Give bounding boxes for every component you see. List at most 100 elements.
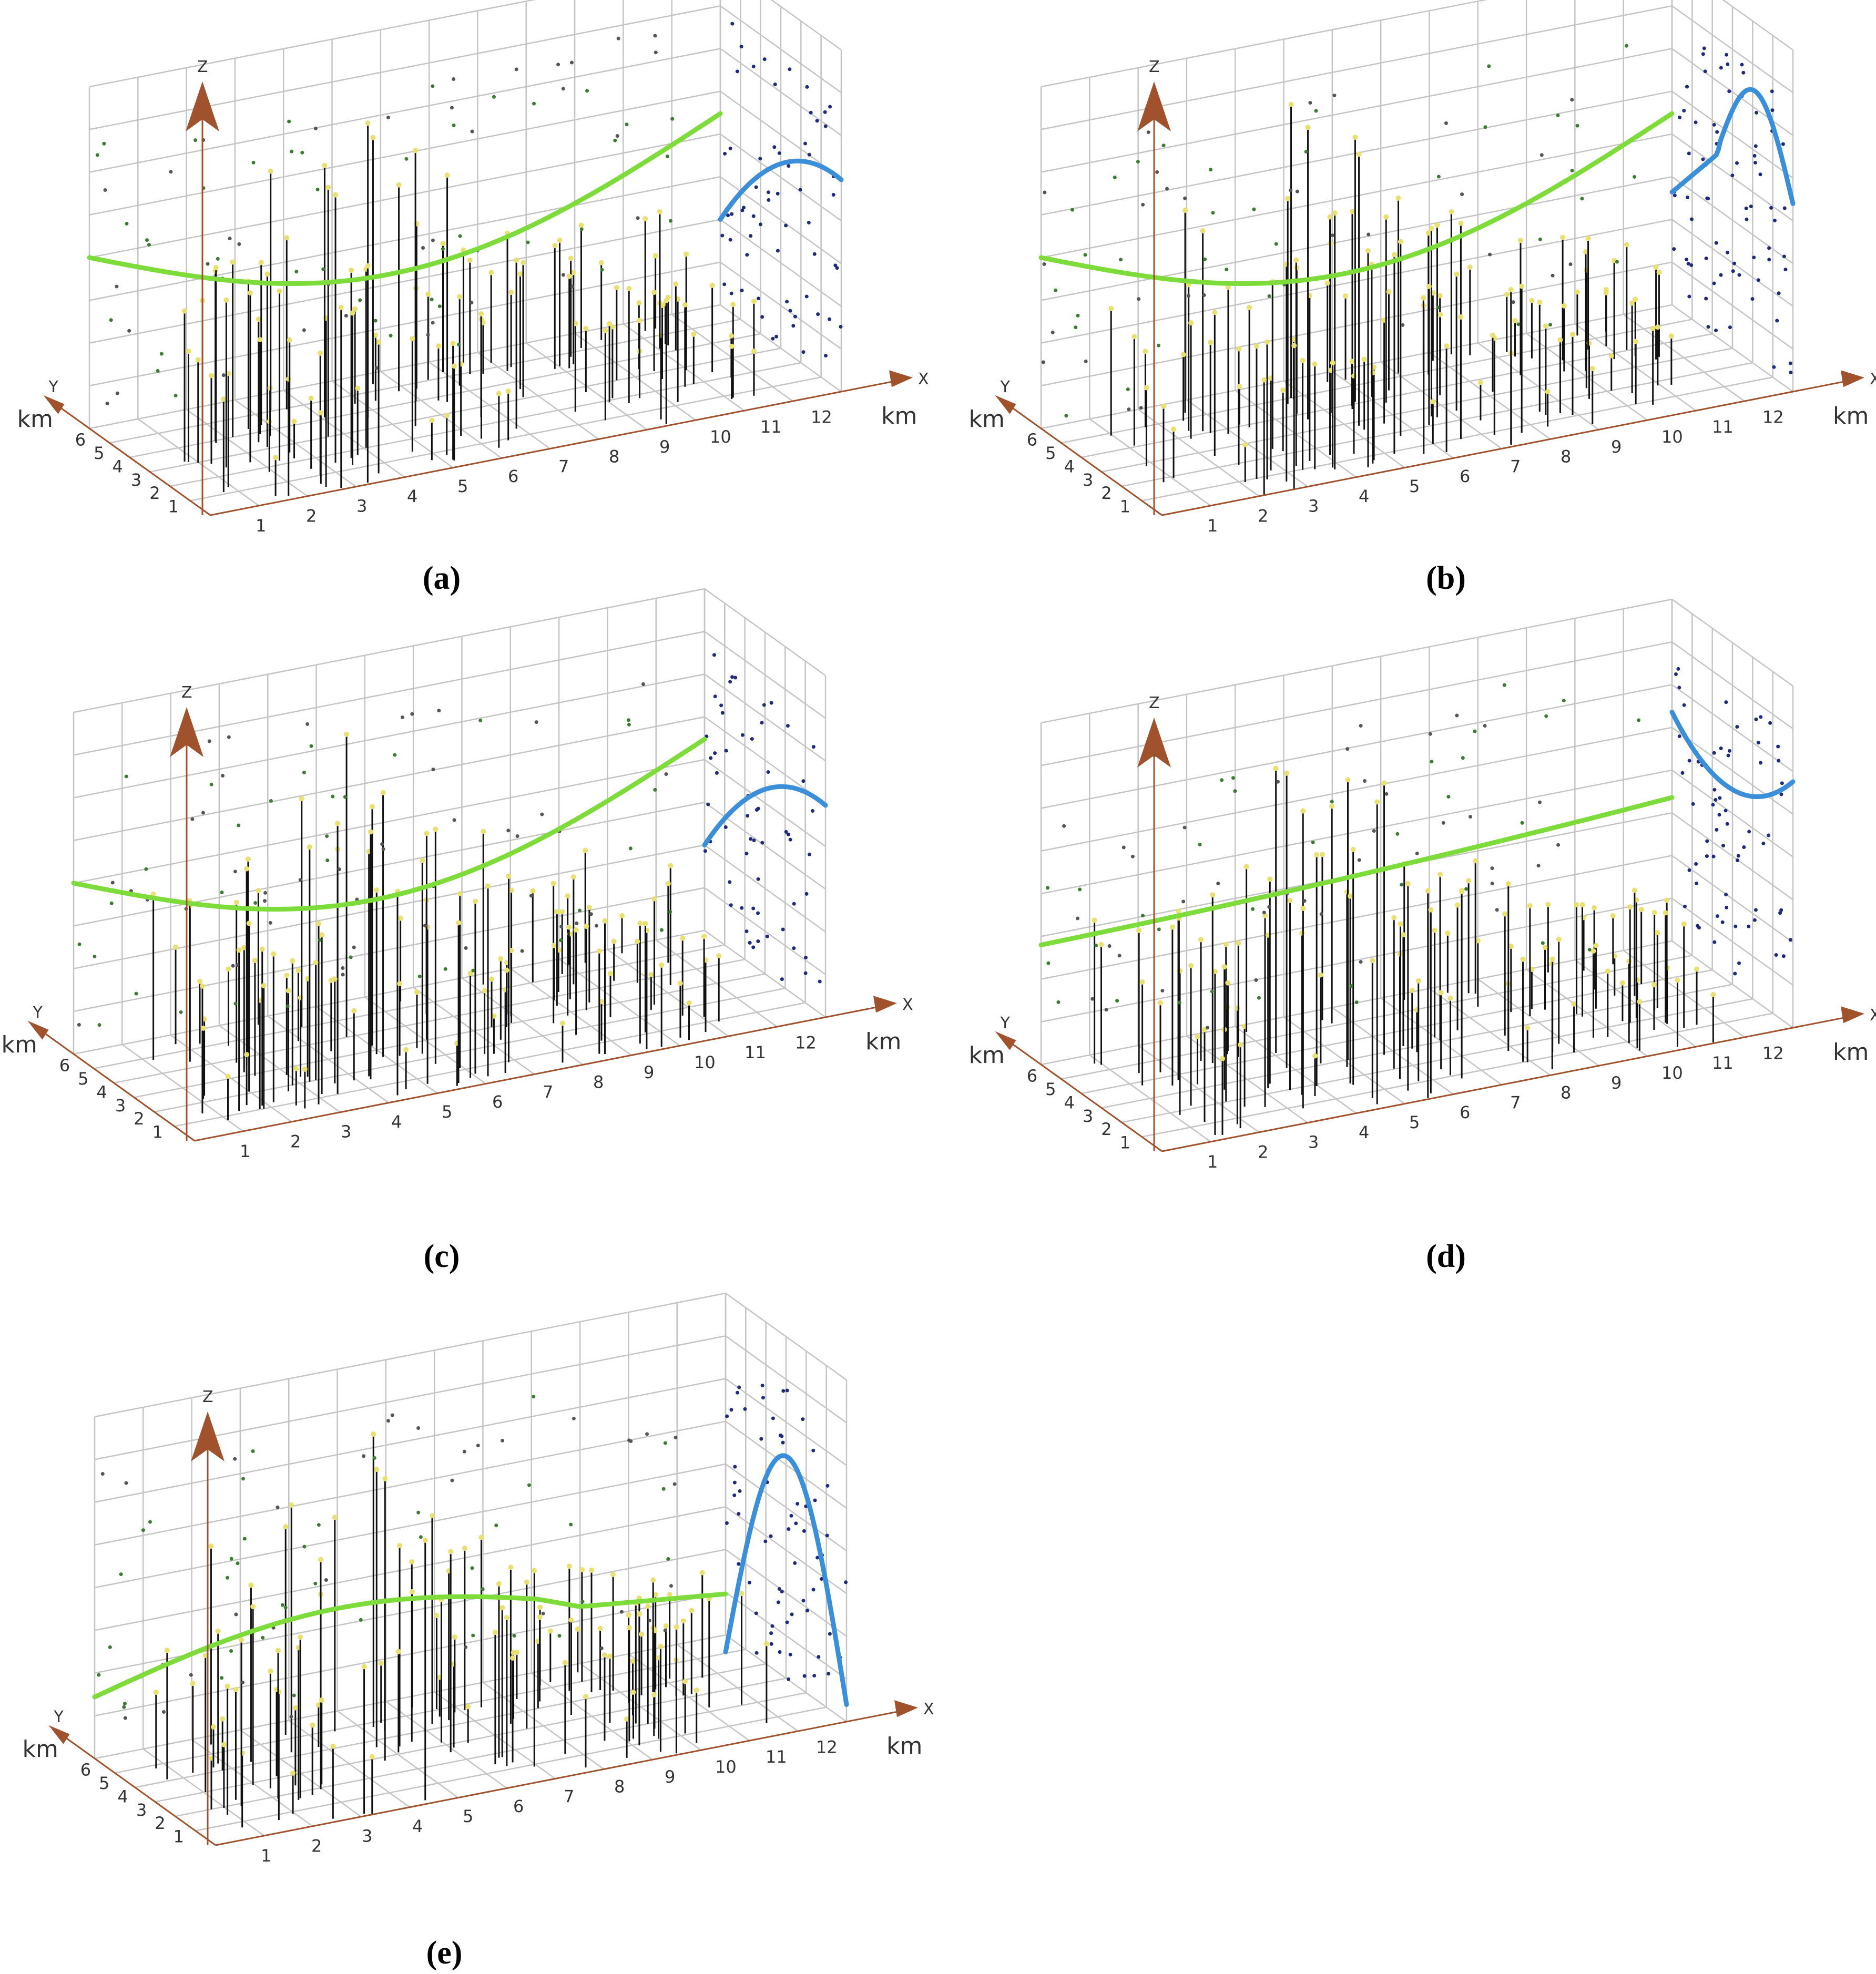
scatter-point: [769, 1631, 773, 1635]
scatter-point: [726, 213, 730, 218]
scatter-point: [755, 1651, 759, 1655]
wellhead-point: [1527, 903, 1533, 908]
scatter-point: [1165, 187, 1169, 191]
scatter-point: [1054, 288, 1058, 292]
wellhead-point: [1293, 257, 1299, 263]
scatter-point: [1737, 961, 1741, 965]
scatter-point: [1177, 1000, 1181, 1005]
scatter-points: [97, 1384, 848, 1720]
scatter-point: [374, 366, 379, 370]
scatter-point: [1685, 258, 1689, 262]
wellhead-point: [208, 373, 214, 379]
wellhead-point: [1330, 360, 1335, 366]
wellhead-point: [315, 1702, 321, 1708]
scatter-point: [669, 1584, 673, 1588]
scatter-point: [1455, 713, 1459, 718]
scatter-point: [179, 1010, 183, 1014]
scatter-point: [1714, 329, 1718, 333]
scatter-point: [77, 1022, 81, 1027]
scatter-point: [77, 942, 81, 946]
scatter-point: [833, 263, 838, 268]
x-tick-label: 7: [558, 456, 569, 476]
scatter-point: [1731, 269, 1735, 273]
scatter-point: [817, 1655, 821, 1659]
wellhead-point: [352, 306, 358, 312]
grid-line: [89, 48, 721, 173]
scatter-point: [1538, 237, 1542, 241]
scatter-point: [1740, 63, 1744, 67]
scatter-point: [807, 852, 811, 856]
scatter-point: [1314, 109, 1318, 113]
x-tick-label: 11: [745, 1042, 766, 1062]
scatter-point: [207, 739, 211, 743]
scatter-point: [1544, 714, 1548, 718]
scatter-point: [1311, 840, 1315, 844]
wellhead-point: [220, 1716, 226, 1722]
wellhead-point: [429, 1513, 435, 1519]
wellhead-point: [292, 1705, 298, 1711]
wellhead-point: [1432, 927, 1437, 933]
scatter-point: [1772, 218, 1777, 222]
grid-line: [175, 1692, 807, 1817]
scatter-point: [253, 901, 258, 905]
wellhead-point: [316, 920, 322, 926]
scatter-point: [599, 1646, 604, 1650]
grid-line: [720, 5, 842, 94]
scatter-point: [1701, 52, 1705, 56]
wellhead-point: [199, 983, 205, 989]
grid-line: [1671, 769, 1793, 858]
scatter-point: [803, 971, 808, 975]
scatter-point: [589, 912, 593, 916]
wellhead-point: [1633, 296, 1638, 302]
scatter-point: [781, 1389, 786, 1393]
x-tick-label: 4: [391, 1112, 402, 1132]
scatter-point: [823, 110, 827, 114]
wellhead-point: [663, 1623, 669, 1629]
scatter-point: [1090, 997, 1095, 1001]
scatter-point: [798, 188, 802, 192]
wellhead-point: [1664, 897, 1670, 903]
scatter-point: [1747, 830, 1751, 834]
wellhead-point: [361, 1664, 367, 1670]
wellhead-point: [1610, 913, 1616, 919]
x-tick-label: 3: [1308, 496, 1319, 516]
wellhead-point: [451, 1661, 457, 1667]
wellhead-point: [650, 1577, 656, 1583]
scatter-point: [1252, 207, 1256, 211]
scatter-point: [512, 1634, 516, 1638]
scatter-point: [559, 924, 564, 928]
wellhead-point: [575, 1626, 580, 1632]
scatter-point: [661, 1487, 666, 1491]
scatter-point: [793, 314, 797, 319]
x-tick-label: 1: [261, 1846, 271, 1866]
wellhead-point: [1655, 930, 1660, 936]
wellhead-point: [739, 1591, 745, 1597]
scatter-point: [720, 233, 725, 238]
wellhead-point: [689, 1608, 695, 1613]
wellhead-point: [410, 336, 415, 342]
wellhead-point: [371, 1431, 376, 1437]
wellhead-point: [1219, 1056, 1225, 1061]
scatter-point: [123, 1702, 127, 1706]
scatter-point: [1779, 792, 1783, 796]
wellhead-point: [382, 1476, 388, 1482]
scatter-point: [95, 153, 99, 157]
wellhead-point: [1225, 284, 1231, 290]
scatter-point: [730, 675, 735, 679]
wellhead-point: [1350, 846, 1356, 852]
x-tick-label: 3: [341, 1122, 351, 1142]
scatter-point: [1694, 862, 1698, 866]
grid-line: [1671, 261, 1793, 350]
scatter-point: [174, 393, 178, 397]
x-axis-arrow: [873, 996, 897, 1013]
wellhead-point: [570, 874, 576, 880]
y-axis-arrow: [995, 1031, 1016, 1050]
scatter-point: [372, 1456, 376, 1460]
wellhead-point: [583, 325, 589, 331]
scatter-point: [1701, 157, 1705, 161]
axes: [995, 718, 1864, 1152]
scatter-point: [529, 894, 533, 898]
scatter-point: [760, 315, 764, 319]
wellhead-point: [1188, 320, 1194, 326]
scatter-point: [796, 1501, 800, 1506]
